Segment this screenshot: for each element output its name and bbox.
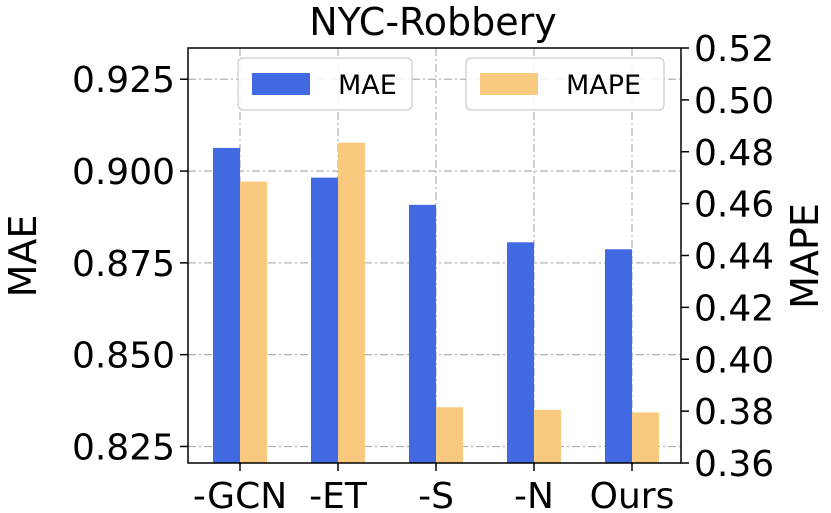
y-tick-label: 0.825 <box>72 427 175 468</box>
y-tick-label: 0.900 <box>72 152 175 193</box>
bar-mae <box>409 204 436 463</box>
bar-mae <box>605 249 632 463</box>
y-tick-label: 0.850 <box>72 336 175 377</box>
y2-axis-title: MAPE <box>783 203 827 309</box>
x-tick-label: -ET <box>309 476 368 513</box>
y2-tick-label: 0.50 <box>694 81 774 122</box>
legend: MAE MAPE <box>237 57 665 111</box>
y2-tick-label: 0.40 <box>694 340 774 381</box>
y-ticks-left: 0.825 0.850 0.875 0.900 0.925 <box>72 60 188 468</box>
y2-tick-label: 0.48 <box>694 133 774 174</box>
bar-mape <box>436 407 463 463</box>
legend-label: MAPE <box>566 70 641 101</box>
y2-tick-label: 0.52 <box>694 29 774 70</box>
y2-tick-label: 0.46 <box>694 185 774 226</box>
y-tick-label: 0.875 <box>72 244 175 285</box>
legend-swatch <box>480 73 538 95</box>
legend-swatch <box>252 73 310 95</box>
bars <box>213 142 659 463</box>
chart-title: NYC-Robbery <box>309 0 556 44</box>
bar-mae <box>311 177 338 463</box>
bar-mae <box>507 242 534 463</box>
x-tick-label: -S <box>418 476 454 513</box>
x-tick-label: -GCN <box>193 476 287 513</box>
x-tick-label: Ours <box>590 476 675 513</box>
y-axis-title: MAE <box>1 215 45 298</box>
x-tick-label: -N <box>514 476 554 513</box>
bar-mae <box>213 147 240 463</box>
legend-box <box>237 57 413 111</box>
bar-mape <box>632 412 659 463</box>
y-tick-label: 0.925 <box>72 60 175 101</box>
x-ticks: -GCN -ET -S -N Ours <box>193 463 675 513</box>
legend-box <box>465 57 665 111</box>
bar-mape <box>338 142 365 463</box>
legend-label: MAE <box>338 70 397 101</box>
bar-mape <box>240 181 267 463</box>
y2-tick-label: 0.42 <box>694 288 774 329</box>
y2-tick-label: 0.44 <box>694 237 774 278</box>
y2-tick-label: 0.36 <box>694 444 774 485</box>
y-ticks-right: 0.36 0.38 0.40 0.42 0.44 0.46 0.48 0.50 0.52 <box>681 29 774 485</box>
y2-tick-label: 0.38 <box>694 392 774 433</box>
bar-mape <box>534 409 561 463</box>
